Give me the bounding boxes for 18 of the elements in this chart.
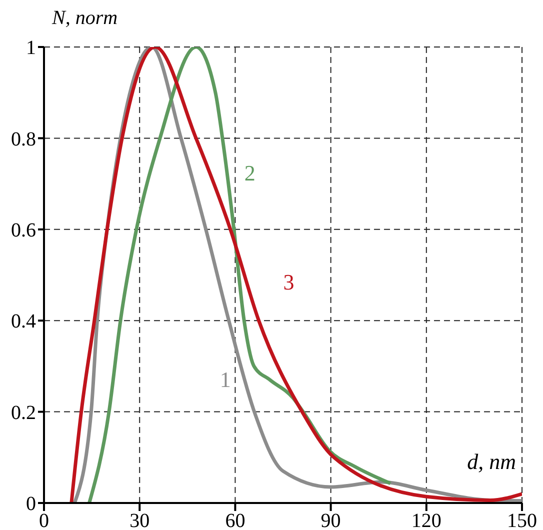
x-tick-label: 90 xyxy=(320,510,341,530)
y-tick-label: 0.6 xyxy=(11,220,36,242)
x-tick-label: 60 xyxy=(225,510,246,530)
y-tick-label: 0.4 xyxy=(11,310,36,333)
y-tick-label: 0.8 xyxy=(11,128,36,150)
series-label: 1 xyxy=(220,366,231,392)
series-label: 2 xyxy=(244,160,256,186)
x-tick-label: 120 xyxy=(411,510,442,530)
series-label: 3 xyxy=(283,270,294,295)
x-axis-title: d, nm xyxy=(467,449,516,474)
y-tick-label: 0 xyxy=(26,493,36,516)
x-tick-label: 0 xyxy=(39,510,49,530)
y-tick-label: 0.2 xyxy=(11,402,36,424)
y-tick-label: 1 xyxy=(26,37,36,60)
x-tick-label: 150 xyxy=(507,510,537,530)
x-tick-label: 30 xyxy=(130,510,150,530)
y-axis-title: N, norm xyxy=(51,7,118,29)
line-series xyxy=(88,47,392,503)
